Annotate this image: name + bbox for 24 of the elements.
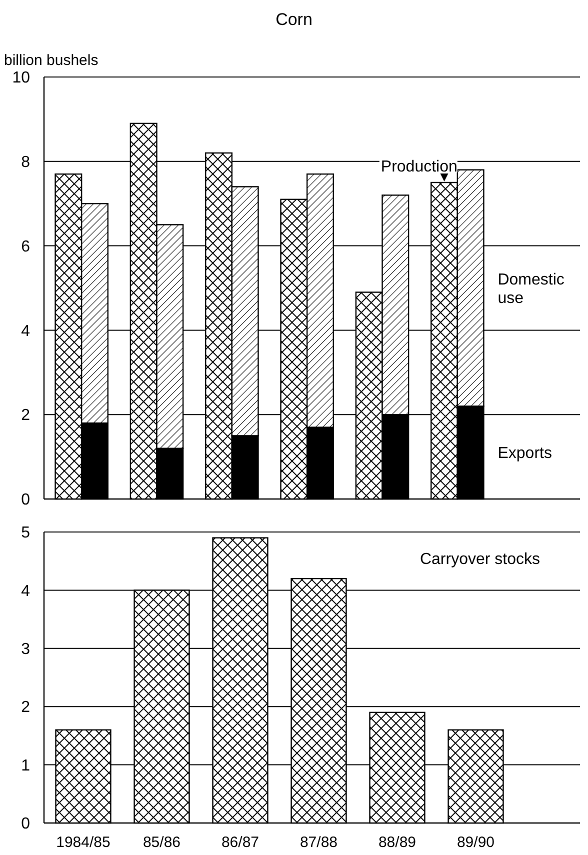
text: Carryover stocks	[420, 551, 540, 568]
x-tick-label: 86/87	[221, 834, 260, 851]
y-tick-label: 2	[21, 407, 30, 424]
y-tick-label: 3	[21, 641, 30, 658]
x-tick-label: 1984/85	[56, 834, 110, 851]
chart-title: Corn	[276, 10, 312, 29]
x-tick-label: 85/86	[142, 834, 181, 851]
y-tick-label: 0	[21, 816, 30, 833]
y-tick-label: 1	[21, 757, 30, 774]
series-label: Domestic use	[498, 272, 564, 307]
y-tick-label: 8	[21, 154, 30, 171]
series-label: Exports	[498, 445, 552, 462]
y-tick-label: 10	[12, 70, 30, 87]
x-tick-label: 89/90	[456, 834, 495, 851]
y-tick-label: 4	[21, 322, 30, 340]
y-axis-title: billion bushels	[4, 52, 98, 69]
x-tick-label: 88/89	[378, 834, 416, 851]
x-tick-label: 87/88	[300, 834, 338, 851]
y-tick-label: 4	[21, 582, 30, 600]
y-tick-label: 2	[21, 699, 30, 716]
y-tick-label: 0	[21, 492, 30, 509]
y-tick-label: 6	[21, 238, 30, 256]
series-label: Production	[380, 158, 458, 176]
y-tick-label: 5	[21, 524, 30, 542]
